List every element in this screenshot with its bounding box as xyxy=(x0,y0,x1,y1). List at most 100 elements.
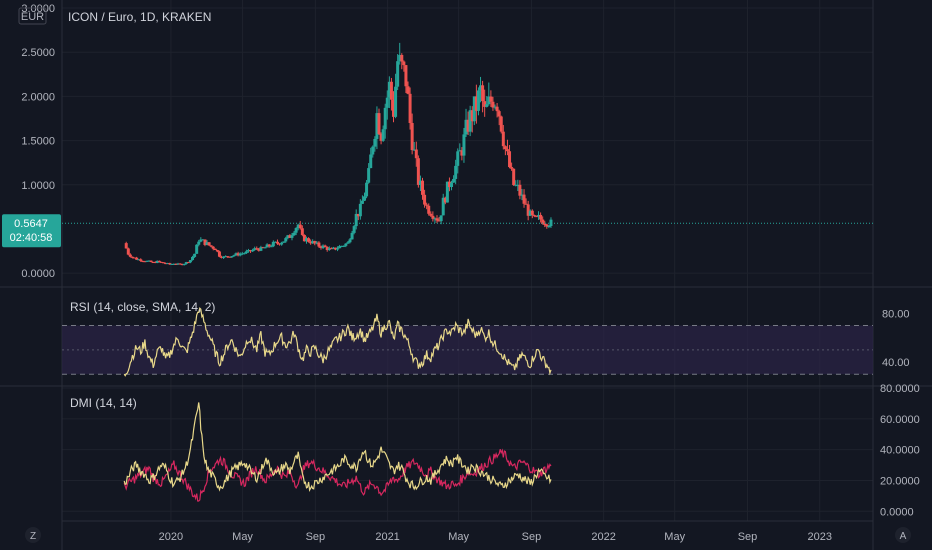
price-candle xyxy=(522,189,526,208)
price-candle xyxy=(427,203,431,216)
price-candle xyxy=(537,211,541,220)
price-candle xyxy=(249,249,253,254)
price-tick-label: 1.5000 xyxy=(21,136,55,148)
price-candle xyxy=(282,241,286,243)
price-tick-label: 0.0000 xyxy=(21,268,55,280)
price-candle xyxy=(238,252,242,257)
price-candle xyxy=(137,258,141,261)
price-candle xyxy=(437,216,441,222)
rsi-axis[interactable]: 80.00 40.00 xyxy=(882,308,910,369)
price-candle xyxy=(470,106,474,133)
dmi-axis[interactable]: 80.0000 60.0000 40.0000 20.0000 0.0000 xyxy=(880,383,920,518)
price-candle xyxy=(284,236,288,243)
time-tick-label: May xyxy=(664,531,685,543)
price-candle xyxy=(418,175,422,192)
price-candle xyxy=(269,244,273,248)
price-candle xyxy=(514,180,518,187)
price-candle xyxy=(340,245,344,248)
price-candle xyxy=(389,77,393,111)
price-candle xyxy=(425,202,429,210)
price-candle xyxy=(505,139,509,156)
price-candle xyxy=(193,253,197,258)
price-candle xyxy=(271,240,275,248)
price-candle xyxy=(331,246,335,250)
price-candle xyxy=(369,147,373,169)
auto-scale-button[interactable] xyxy=(895,527,911,543)
price-candle xyxy=(483,89,487,117)
price-candle xyxy=(159,261,163,263)
time-tick-label: Sep xyxy=(306,531,326,543)
price-candle xyxy=(242,252,246,255)
price-candle xyxy=(377,108,381,135)
dmi-series[interactable] xyxy=(123,402,552,502)
price-candle xyxy=(327,246,331,251)
price-candle xyxy=(454,159,458,185)
currency-badge[interactable] xyxy=(18,7,47,25)
price-candle xyxy=(510,162,514,171)
price-candle xyxy=(130,256,134,259)
time-tick-label: Sep xyxy=(522,531,542,543)
price-candle xyxy=(257,247,261,252)
price-candle xyxy=(232,254,236,257)
price-candle xyxy=(251,248,255,252)
zoom-reset-button[interactable] xyxy=(25,527,41,543)
price-candle xyxy=(149,260,153,263)
price-candle xyxy=(178,263,182,265)
price-candle xyxy=(261,246,265,249)
rsi-line xyxy=(123,307,552,377)
price-candle xyxy=(207,242,211,246)
price-candle xyxy=(481,80,485,113)
price-candle xyxy=(458,143,462,152)
price-candle xyxy=(267,244,271,248)
price-candle xyxy=(379,132,383,145)
price-candle xyxy=(292,230,296,237)
price-candle xyxy=(414,141,418,167)
price-candle xyxy=(530,209,534,219)
dmi-tick-label: 80.0000 xyxy=(880,383,920,395)
price-candle xyxy=(211,246,215,251)
price-candle xyxy=(396,54,400,91)
rsi-series[interactable] xyxy=(123,307,552,377)
auto-scale-label: A xyxy=(900,531,907,542)
price-candle xyxy=(350,230,354,240)
price-candle xyxy=(155,260,159,264)
price-candle xyxy=(244,249,248,255)
price-candle xyxy=(323,244,327,248)
last-price-value: 0.5647 xyxy=(14,218,48,230)
price-candle xyxy=(273,241,277,243)
price-candle xyxy=(512,168,516,186)
price-candle xyxy=(180,263,184,266)
price-candle xyxy=(329,247,333,250)
price-candle xyxy=(474,84,478,124)
price-candle xyxy=(421,177,425,200)
price-candle xyxy=(503,145,507,156)
price-candle xyxy=(392,91,396,123)
price-candle xyxy=(394,73,398,119)
price-candle xyxy=(381,125,385,142)
price-candle xyxy=(300,225,304,237)
price-candle xyxy=(528,209,532,217)
price-candle xyxy=(205,240,209,246)
time-tick-label: 2022 xyxy=(591,531,615,543)
price-candle xyxy=(412,141,416,151)
price-candle xyxy=(526,200,530,221)
price-candle xyxy=(170,263,174,265)
price-candle xyxy=(209,245,213,248)
price-candle xyxy=(234,252,238,256)
price-candle xyxy=(294,227,298,236)
time-tick-label: 2021 xyxy=(375,531,399,543)
price-candle xyxy=(311,239,315,244)
price-candle xyxy=(476,87,480,116)
time-axis[interactable]: 2020 May Sep 2021 May Sep 2022 May Sep 2023 xyxy=(159,531,832,543)
price-axis[interactable]: 3.0000 2.5000 2.0000 1.5000 1.0000 0.0000 xyxy=(21,3,55,280)
price-candles[interactable] xyxy=(124,42,553,266)
price-candle xyxy=(456,148,460,174)
price-candle xyxy=(360,195,364,204)
price-candle xyxy=(162,262,166,264)
price-tick-label: 3.0000 xyxy=(21,3,55,15)
price-candle xyxy=(375,106,379,150)
price-candle xyxy=(464,108,468,137)
